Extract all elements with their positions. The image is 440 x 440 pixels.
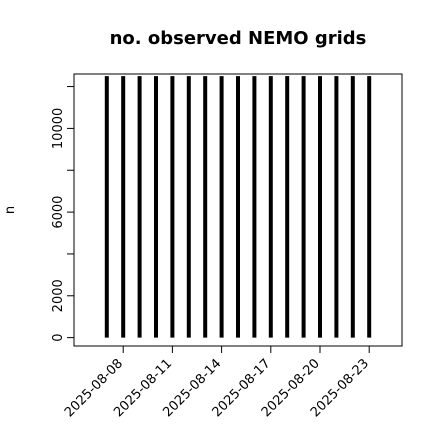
y-tick-label: 0 (51, 333, 66, 341)
y-tick-label: 6000 (51, 196, 66, 229)
y-axis-label: n (3, 206, 18, 214)
chart-title: no. observed NEMO grids (110, 28, 367, 49)
y-tick-label: 10000 (51, 108, 66, 149)
plot-frame (73, 73, 403, 347)
y-tick-label: 2000 (51, 279, 66, 312)
